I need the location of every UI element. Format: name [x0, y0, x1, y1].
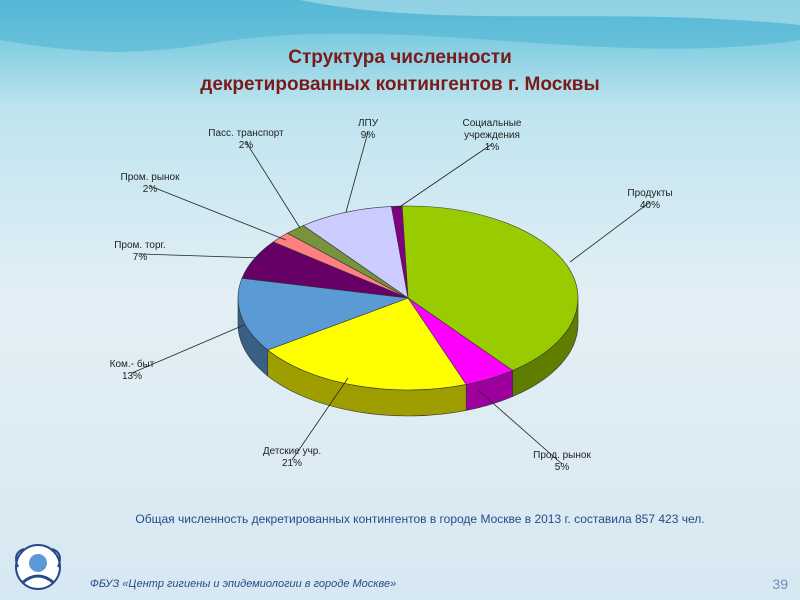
leader-line [131, 324, 245, 374]
slice-label: Пром. рынок [121, 172, 181, 183]
pie-top [237, 205, 579, 391]
slice-value-label: 2% [239, 140, 254, 151]
slice-value-label: 21% [282, 458, 302, 469]
slice-label: Пром. торг. [114, 240, 166, 251]
slide-title: Структура численности декретированных ко… [0, 44, 800, 98]
pie-slice [391, 205, 409, 299]
slice-value-label: 5% [555, 462, 570, 473]
slice-label: Социальные учреждения [463, 118, 522, 141]
leader-line [397, 143, 493, 209]
summary-text: Общая численность декретированных контин… [135, 512, 705, 526]
footer-text: ФБУЗ «Центр гигиены и эпидемиологии в го… [90, 578, 397, 590]
slice-value-label: 7% [133, 252, 148, 263]
slide-title-line1: Структура численности [288, 47, 512, 68]
slice-label: ЛПУ [358, 118, 379, 129]
slice-value-label: 9% [361, 130, 376, 141]
slice-label: Продукты [627, 188, 672, 199]
slice-label: Детские учр. [263, 446, 321, 457]
pie-slice [237, 277, 409, 351]
slice-label: Пасс. транспорт [208, 128, 284, 139]
pie-slice [267, 297, 467, 391]
leader-line [477, 389, 563, 465]
slice-label: Прод. рынок [533, 450, 591, 461]
slice-value-label: 2% [143, 184, 158, 195]
leader-line [345, 131, 369, 213]
slice-value-label: 1% [485, 142, 500, 153]
leader-lines [131, 131, 651, 465]
leader-line [245, 141, 301, 229]
leader-line [149, 185, 287, 241]
slice-value-label: 40% [640, 200, 660, 211]
pie-slice [302, 206, 409, 299]
page-number: 39 [772, 576, 788, 592]
pie-slice [401, 205, 579, 371]
leader-line [569, 201, 651, 263]
slice-value-label: 13% [122, 371, 142, 382]
leader-line [291, 377, 349, 461]
slice-label: Ком.- быт [110, 358, 155, 370]
slide-title-line2: декретированных контингентов г. Москвы [200, 74, 600, 95]
leader-line [139, 253, 263, 259]
organization-logo-icon [15, 544, 61, 590]
